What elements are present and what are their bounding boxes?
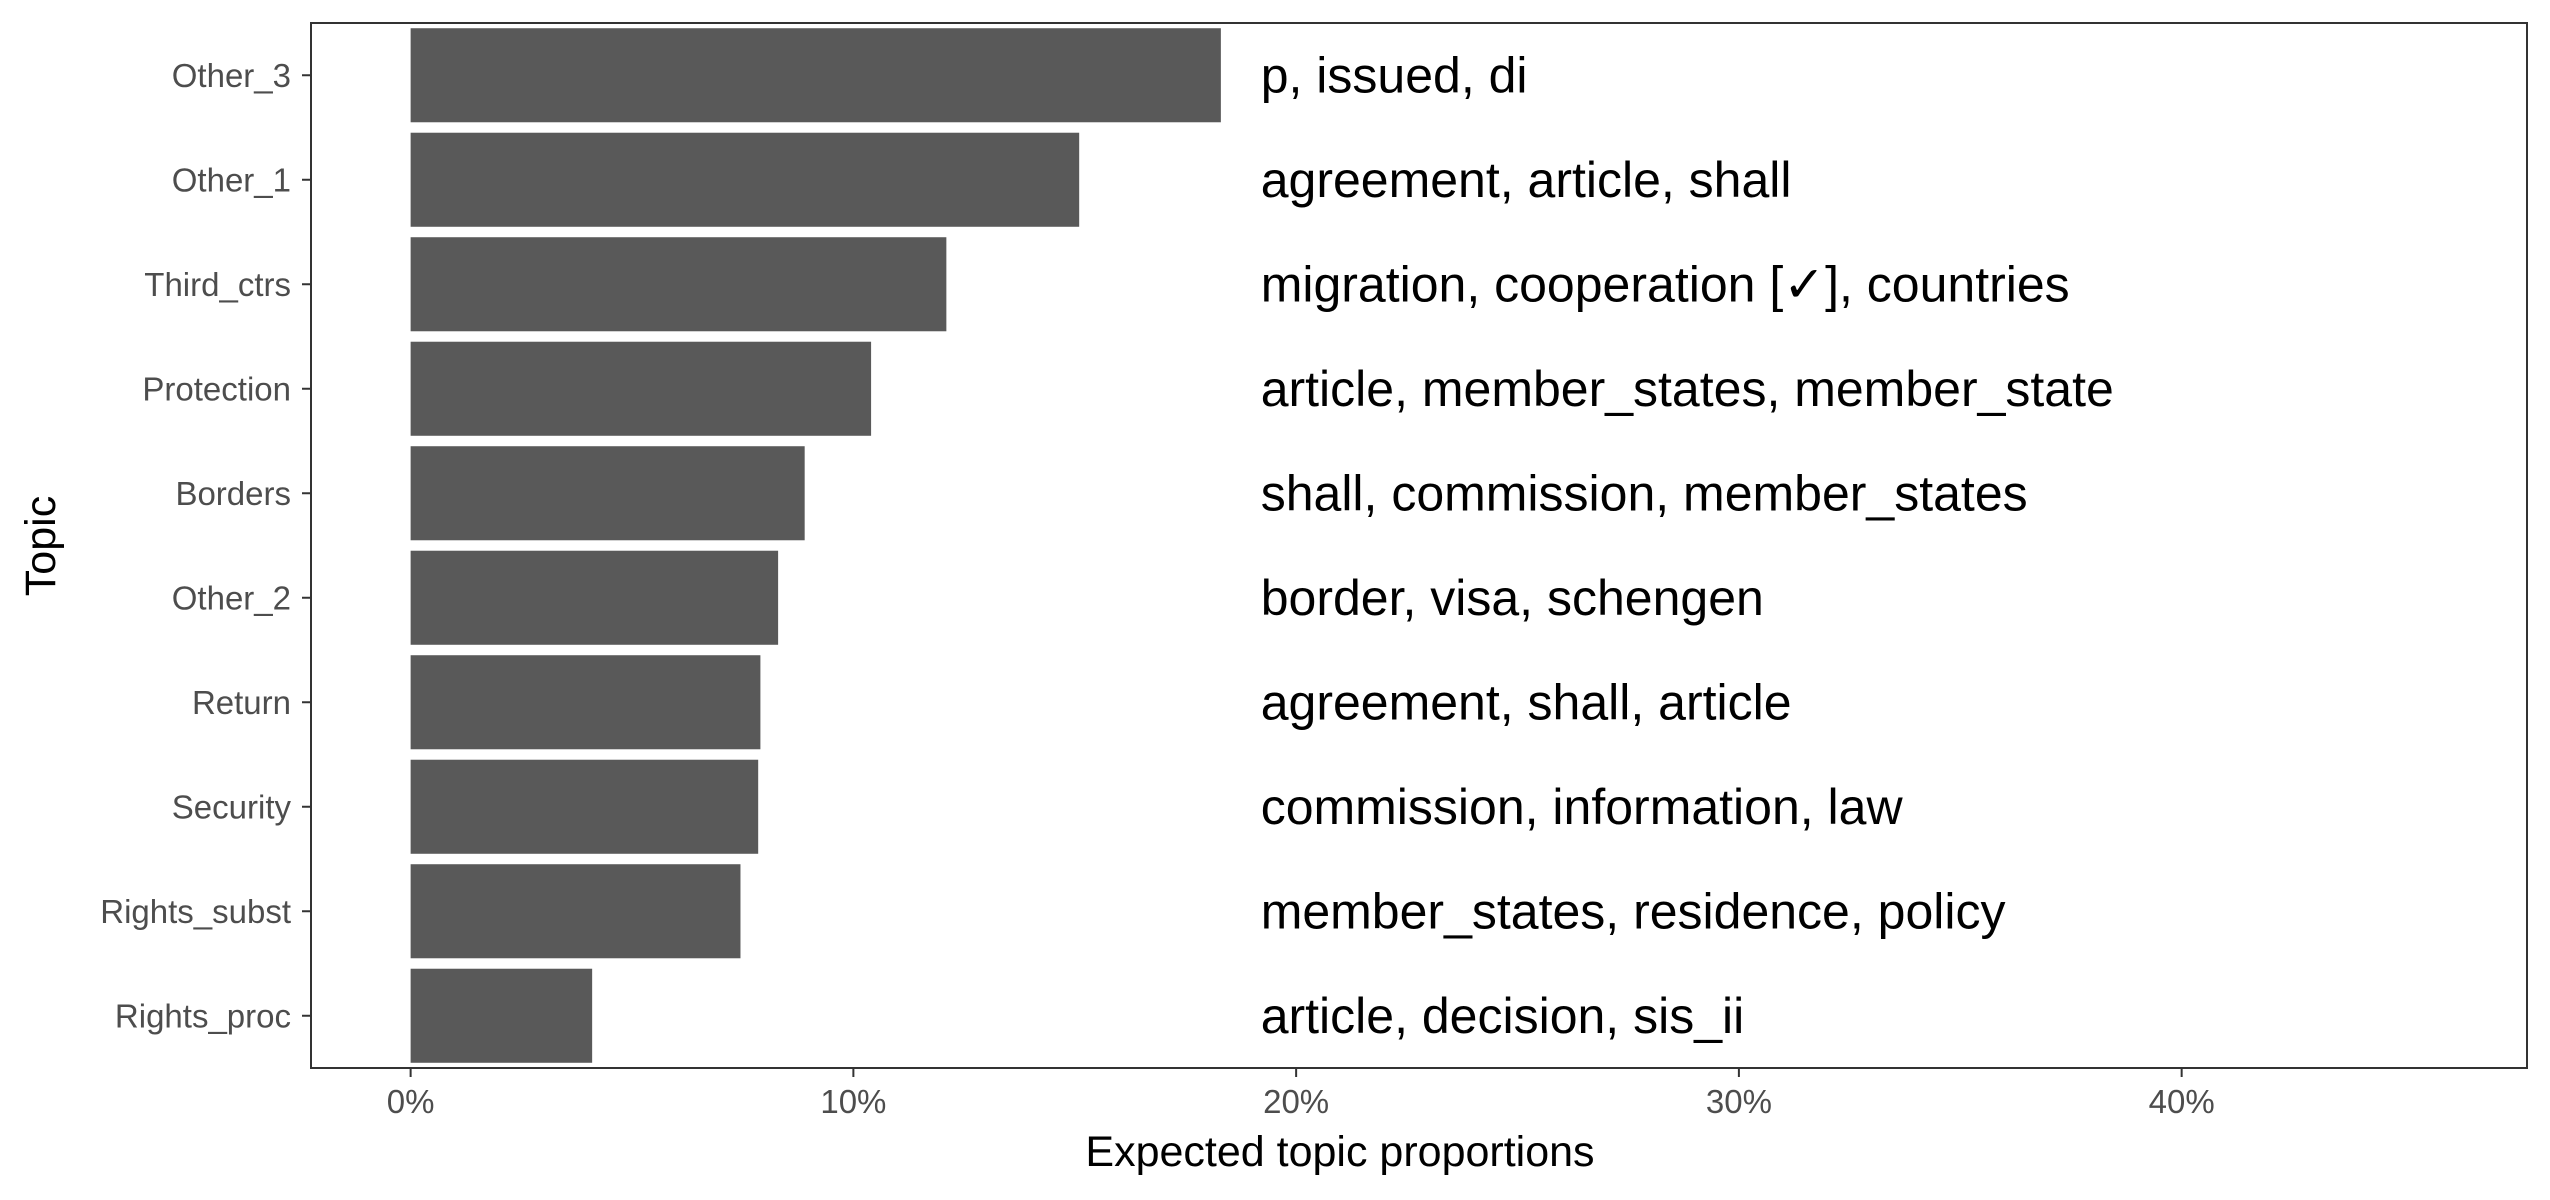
x-tick-label: 0%: [387, 1083, 435, 1120]
x-tick-label: 40%: [2149, 1083, 2215, 1120]
bar-return: [410, 655, 761, 750]
y-tick-label: Other_3: [172, 57, 291, 94]
bar-borders: [410, 446, 805, 541]
annotation-security: commission, information, law: [1261, 779, 1904, 835]
annotation-other_3: p, issued, di: [1261, 47, 1528, 103]
y-tick-label: Rights_proc: [115, 997, 291, 1034]
x-tick-label: 10%: [820, 1083, 886, 1120]
x-axis: 0% 10% 20% 30% 40%: [387, 1068, 2215, 1120]
annotation-return: agreement, shall, article: [1261, 674, 1792, 730]
annotation-rights_subst: member_states, residence, policy: [1261, 883, 2006, 939]
x-tick-label: 20%: [1263, 1083, 1329, 1120]
annotation-other_2: border, visa, schengen: [1261, 570, 1764, 626]
annotation-other_1: agreement, article, shall: [1261, 152, 1792, 208]
annotation-protection: article, member_states, member_state: [1261, 361, 2114, 417]
y-axis: Other_3 Other_1 Third_ctrs Protection Border…: [100, 57, 311, 1034]
bar-third_ctrs: [410, 237, 947, 332]
y-tick-label: Borders: [175, 475, 291, 512]
bar-rights_subst: [410, 864, 741, 959]
x-tick-label: 30%: [1706, 1083, 1772, 1120]
y-tick-label: Other_2: [172, 579, 291, 616]
bar-other_2: [410, 550, 779, 645]
annotation-borders: shall, commission, member_states: [1261, 465, 2028, 521]
y-axis-title: Topic: [17, 496, 65, 596]
y-tick-label: Third_ctrs: [144, 266, 291, 303]
y-tick-label: Security: [172, 788, 292, 825]
bar-other_3: [410, 28, 1221, 123]
bar-protection: [410, 341, 872, 436]
bar-rights_proc: [410, 968, 593, 1063]
annotation-rights_proc: article, decision, sis_ii: [1261, 988, 1745, 1044]
x-axis-title: Expected topic proportions: [1085, 1128, 1594, 1176]
annotations-layer: p, issued, di agreement, article, shall mi…: [1261, 47, 2114, 1044]
y-tick-label: Protection: [142, 370, 291, 407]
y-tick-label: Other_1: [172, 161, 291, 198]
bar-security: [410, 759, 759, 854]
annotation-third_ctrs: migration, cooperation [✓], countries: [1261, 256, 2070, 312]
y-tick-label: Return: [192, 684, 291, 721]
y-tick-label: Rights_subst: [100, 893, 291, 930]
bars-layer: [410, 28, 1221, 1063]
bar-other_1: [410, 132, 1080, 227]
